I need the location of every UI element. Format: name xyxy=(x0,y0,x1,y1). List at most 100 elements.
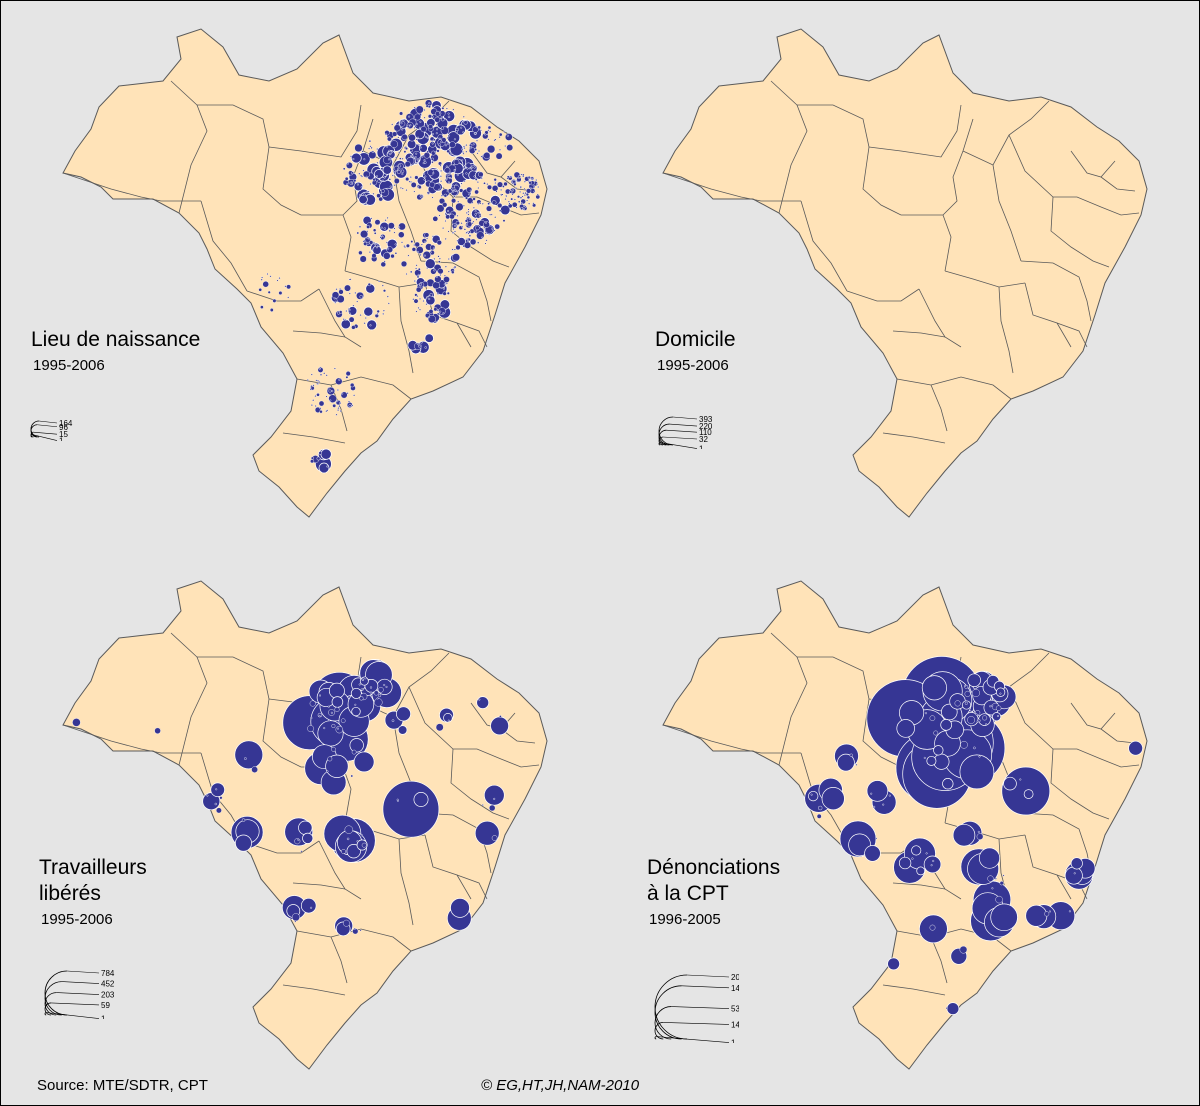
data-bubble xyxy=(356,300,359,303)
data-bubble xyxy=(379,236,382,239)
map-panel-domicile: Domicile 1995-2006 393220110321 xyxy=(601,1,1199,553)
data-bubble xyxy=(360,174,363,177)
data-bubble xyxy=(412,156,415,159)
data-bubble xyxy=(419,253,422,256)
data-bubble xyxy=(431,132,434,135)
data-bubble xyxy=(532,202,535,205)
data-bubble xyxy=(465,162,472,169)
data-bubble xyxy=(431,139,434,142)
data-bubble xyxy=(401,119,405,122)
data-bubble xyxy=(493,797,496,800)
data-bubble xyxy=(378,686,384,693)
data-bubble xyxy=(982,715,988,721)
data-bubble xyxy=(397,725,408,735)
data-bubble xyxy=(423,108,426,111)
data-bubble xyxy=(522,208,525,211)
data-bubble xyxy=(926,755,937,766)
data-bubble xyxy=(389,157,392,160)
data-bubble xyxy=(385,685,388,688)
data-bubble xyxy=(450,898,470,918)
data-bubble xyxy=(338,378,341,381)
data-bubble xyxy=(426,267,429,270)
data-bubble xyxy=(398,164,402,168)
data-bubble xyxy=(366,224,370,229)
data-bubble xyxy=(911,845,922,856)
data-bubble xyxy=(363,306,374,317)
data-bubble xyxy=(451,270,455,274)
data-bubble xyxy=(416,295,419,298)
data-bubble xyxy=(464,241,472,249)
data-bubble xyxy=(447,112,450,115)
data-bubble xyxy=(379,221,390,232)
data-bubble xyxy=(422,251,431,260)
data-bubble xyxy=(302,832,314,844)
data-bubble xyxy=(348,404,352,408)
data-bubble xyxy=(300,897,317,914)
data-bubble xyxy=(286,284,291,290)
data-bubble xyxy=(461,159,464,162)
data-bubble xyxy=(419,282,422,285)
data-bubble xyxy=(518,200,521,204)
data-bubble xyxy=(452,227,455,230)
data-bubble xyxy=(310,373,313,376)
data-bubble xyxy=(339,402,342,405)
data-bubble xyxy=(392,131,398,137)
data-bubble xyxy=(368,240,374,245)
data-bubble xyxy=(462,152,465,155)
data-bubble xyxy=(393,178,400,184)
data-bubble xyxy=(462,131,465,134)
data-bubble xyxy=(498,132,503,137)
data-bubble xyxy=(353,394,356,397)
data-bubble xyxy=(335,725,343,734)
legend-value: 2079 xyxy=(731,973,739,982)
data-bubble xyxy=(350,152,362,164)
data-bubble xyxy=(445,144,448,147)
data-bubble xyxy=(513,182,517,186)
data-bubble xyxy=(261,276,264,279)
data-bubble xyxy=(525,188,532,194)
data-bubble xyxy=(414,113,421,121)
data-bubble xyxy=(454,189,457,192)
data-bubble xyxy=(524,205,527,208)
data-bubble xyxy=(487,184,493,190)
data-bubble xyxy=(380,234,383,237)
data-bubble xyxy=(333,367,336,370)
map-panel-lieu-de-naissance: Lieu de naissance 1995-2006 16496151 xyxy=(1,1,601,553)
legend-circle xyxy=(658,429,667,446)
data-bubble xyxy=(408,115,411,118)
data-bubble xyxy=(401,157,404,160)
data-bubble xyxy=(480,155,483,158)
data-bubble xyxy=(405,243,410,248)
data-bubble xyxy=(437,255,440,258)
source-note: Source: MTE/SDTR, CPT xyxy=(37,1077,208,1094)
data-bubble xyxy=(478,171,484,178)
data-bubble xyxy=(999,692,1002,695)
data-bubble xyxy=(363,241,368,246)
data-bubble xyxy=(495,152,503,160)
data-bubble xyxy=(333,297,336,300)
data-bubble xyxy=(417,136,420,139)
brazil-map-denonciations xyxy=(662,580,1148,1070)
data-bubble xyxy=(447,270,450,273)
data-bubble xyxy=(391,174,394,177)
data-bubble xyxy=(480,177,483,180)
data-bubble xyxy=(362,240,365,243)
data-bubble xyxy=(396,706,411,722)
data-bubble xyxy=(320,448,332,460)
data-bubble xyxy=(377,179,381,183)
data-bubble xyxy=(401,187,404,190)
data-bubble xyxy=(471,201,474,204)
data-bubble xyxy=(447,258,450,261)
data-bubble xyxy=(460,222,463,225)
data-bubble xyxy=(531,177,534,180)
data-bubble xyxy=(428,102,431,105)
data-bubble xyxy=(399,186,402,189)
data-bubble xyxy=(449,213,455,220)
data-bubble xyxy=(466,197,474,204)
data-bubble xyxy=(398,231,405,238)
data-bubble xyxy=(284,285,287,288)
data-bubble xyxy=(429,293,433,297)
data-bubble xyxy=(310,404,313,407)
data-bubble xyxy=(465,150,468,153)
data-bubble xyxy=(394,252,398,255)
